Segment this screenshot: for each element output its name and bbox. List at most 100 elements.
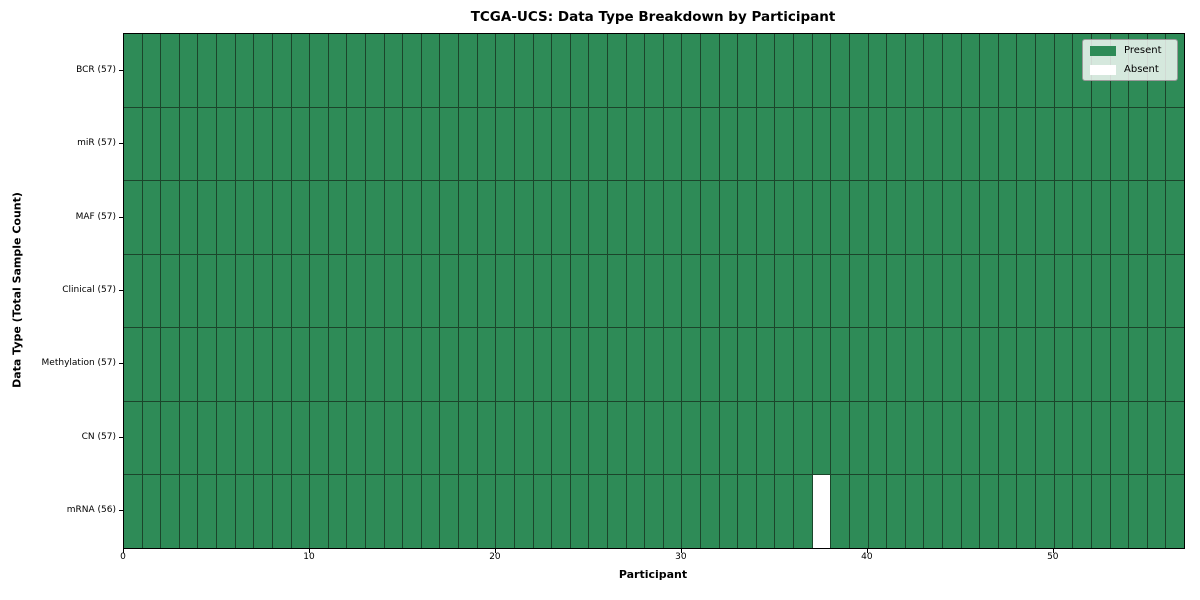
heatmap-cell <box>272 475 291 548</box>
x-tick-label: 0 <box>120 552 126 562</box>
heatmap-cell <box>831 328 849 401</box>
legend: Present Absent <box>1082 39 1178 81</box>
heatmap-cell <box>905 181 924 254</box>
heatmap-cell <box>756 401 775 475</box>
heatmap-cell <box>384 107 403 181</box>
heatmap-cell <box>701 107 719 181</box>
heatmap-cell <box>365 254 384 328</box>
y-tick-label: miR (57) <box>77 138 116 149</box>
heatmap-cell <box>217 107 235 181</box>
heatmap-cell <box>347 181 365 254</box>
heatmap-cell <box>868 107 887 181</box>
heatmap-row <box>124 34 1184 107</box>
heatmap-cell <box>291 475 310 548</box>
heatmap-cell <box>254 254 272 328</box>
heatmap-cell <box>124 401 142 475</box>
y-tick-label: Methylation (57) <box>41 358 116 369</box>
heatmap-cell <box>384 475 403 548</box>
legend-label: Present <box>1124 45 1162 56</box>
heatmap-cell <box>310 181 328 254</box>
heatmap-cell <box>719 328 738 401</box>
heatmap-cell <box>1054 181 1073 254</box>
heatmap-cell <box>1036 401 1054 475</box>
heatmap-cell <box>235 475 254 548</box>
heatmap-cell <box>124 475 142 548</box>
heatmap-cell <box>831 181 849 254</box>
heatmap-cell <box>1129 401 1147 475</box>
heatmap-cell <box>1017 475 1036 548</box>
heatmap-cell <box>477 328 496 401</box>
heatmap-cell <box>980 34 998 107</box>
heatmap-cell <box>794 475 812 548</box>
heatmap-cell <box>738 475 756 548</box>
heatmap-cell <box>310 328 328 401</box>
heatmap-cell <box>812 107 831 181</box>
heatmap-cell <box>812 34 831 107</box>
heatmap-cell <box>719 34 738 107</box>
heatmap-cell <box>514 254 533 328</box>
heatmap-cell <box>943 181 961 254</box>
heatmap-cell <box>626 34 645 107</box>
heatmap-cell <box>1054 401 1073 475</box>
heatmap-cell <box>682 475 701 548</box>
heatmap-cell <box>849 34 868 107</box>
heatmap-cell <box>701 401 719 475</box>
heatmap-cell <box>384 254 403 328</box>
heatmap-cell <box>347 475 365 548</box>
heatmap-cell <box>831 254 849 328</box>
heatmap-row <box>124 254 1184 328</box>
heatmap-cell <box>682 34 701 107</box>
heatmap-cell <box>794 181 812 254</box>
heatmap-cell <box>645 107 663 181</box>
heatmap-row <box>124 401 1184 475</box>
heatmap-cell <box>179 254 198 328</box>
heatmap-cell <box>719 254 738 328</box>
heatmap-cell <box>533 107 552 181</box>
heatmap-cell <box>701 254 719 328</box>
heatmap-cell <box>310 401 328 475</box>
heatmap-cell <box>272 328 291 401</box>
heatmap-cell <box>943 107 961 181</box>
heatmap-cell <box>831 34 849 107</box>
heatmap-cell <box>514 181 533 254</box>
heatmap-cell <box>235 34 254 107</box>
heatmap-cell <box>365 181 384 254</box>
heatmap-cell <box>514 401 533 475</box>
heatmap-cell <box>887 328 905 401</box>
heatmap-cell <box>589 107 607 181</box>
heatmap-cell <box>533 328 552 401</box>
heatmap-cell <box>1017 107 1036 181</box>
heatmap-cell <box>961 34 980 107</box>
heatmap-cell <box>794 401 812 475</box>
heatmap-cell <box>570 181 589 254</box>
heatmap-cell <box>161 34 179 107</box>
heatmap-cell <box>1091 401 1110 475</box>
heatmap-cell <box>403 107 421 181</box>
heatmap-cell <box>459 475 477 548</box>
heatmap-cell <box>849 254 868 328</box>
heatmap-cell <box>1091 254 1110 328</box>
heatmap-cell <box>775 181 794 254</box>
heatmap-cell <box>868 181 887 254</box>
heatmap-cell <box>663 401 682 475</box>
heatmap-cell <box>626 181 645 254</box>
heatmap-cell <box>347 254 365 328</box>
heatmap-cell <box>1166 107 1184 181</box>
heatmap-cell <box>1110 401 1129 475</box>
heatmap-cell <box>1129 254 1147 328</box>
heatmap-cell <box>756 328 775 401</box>
heatmap-cell <box>738 401 756 475</box>
heatmap-cell <box>663 475 682 548</box>
heatmap-cell <box>887 254 905 328</box>
heatmap-cell <box>756 34 775 107</box>
heatmap-cell <box>328 401 347 475</box>
heatmap-cell <box>1147 254 1166 328</box>
heatmap-cell <box>1073 475 1091 548</box>
heatmap-cell <box>254 401 272 475</box>
heatmap-cell <box>812 181 831 254</box>
heatmap-cell <box>1073 254 1091 328</box>
heatmap-cell <box>663 254 682 328</box>
heatmap-cell <box>217 34 235 107</box>
heatmap-cell <box>179 475 198 548</box>
heatmap-cell <box>496 475 514 548</box>
